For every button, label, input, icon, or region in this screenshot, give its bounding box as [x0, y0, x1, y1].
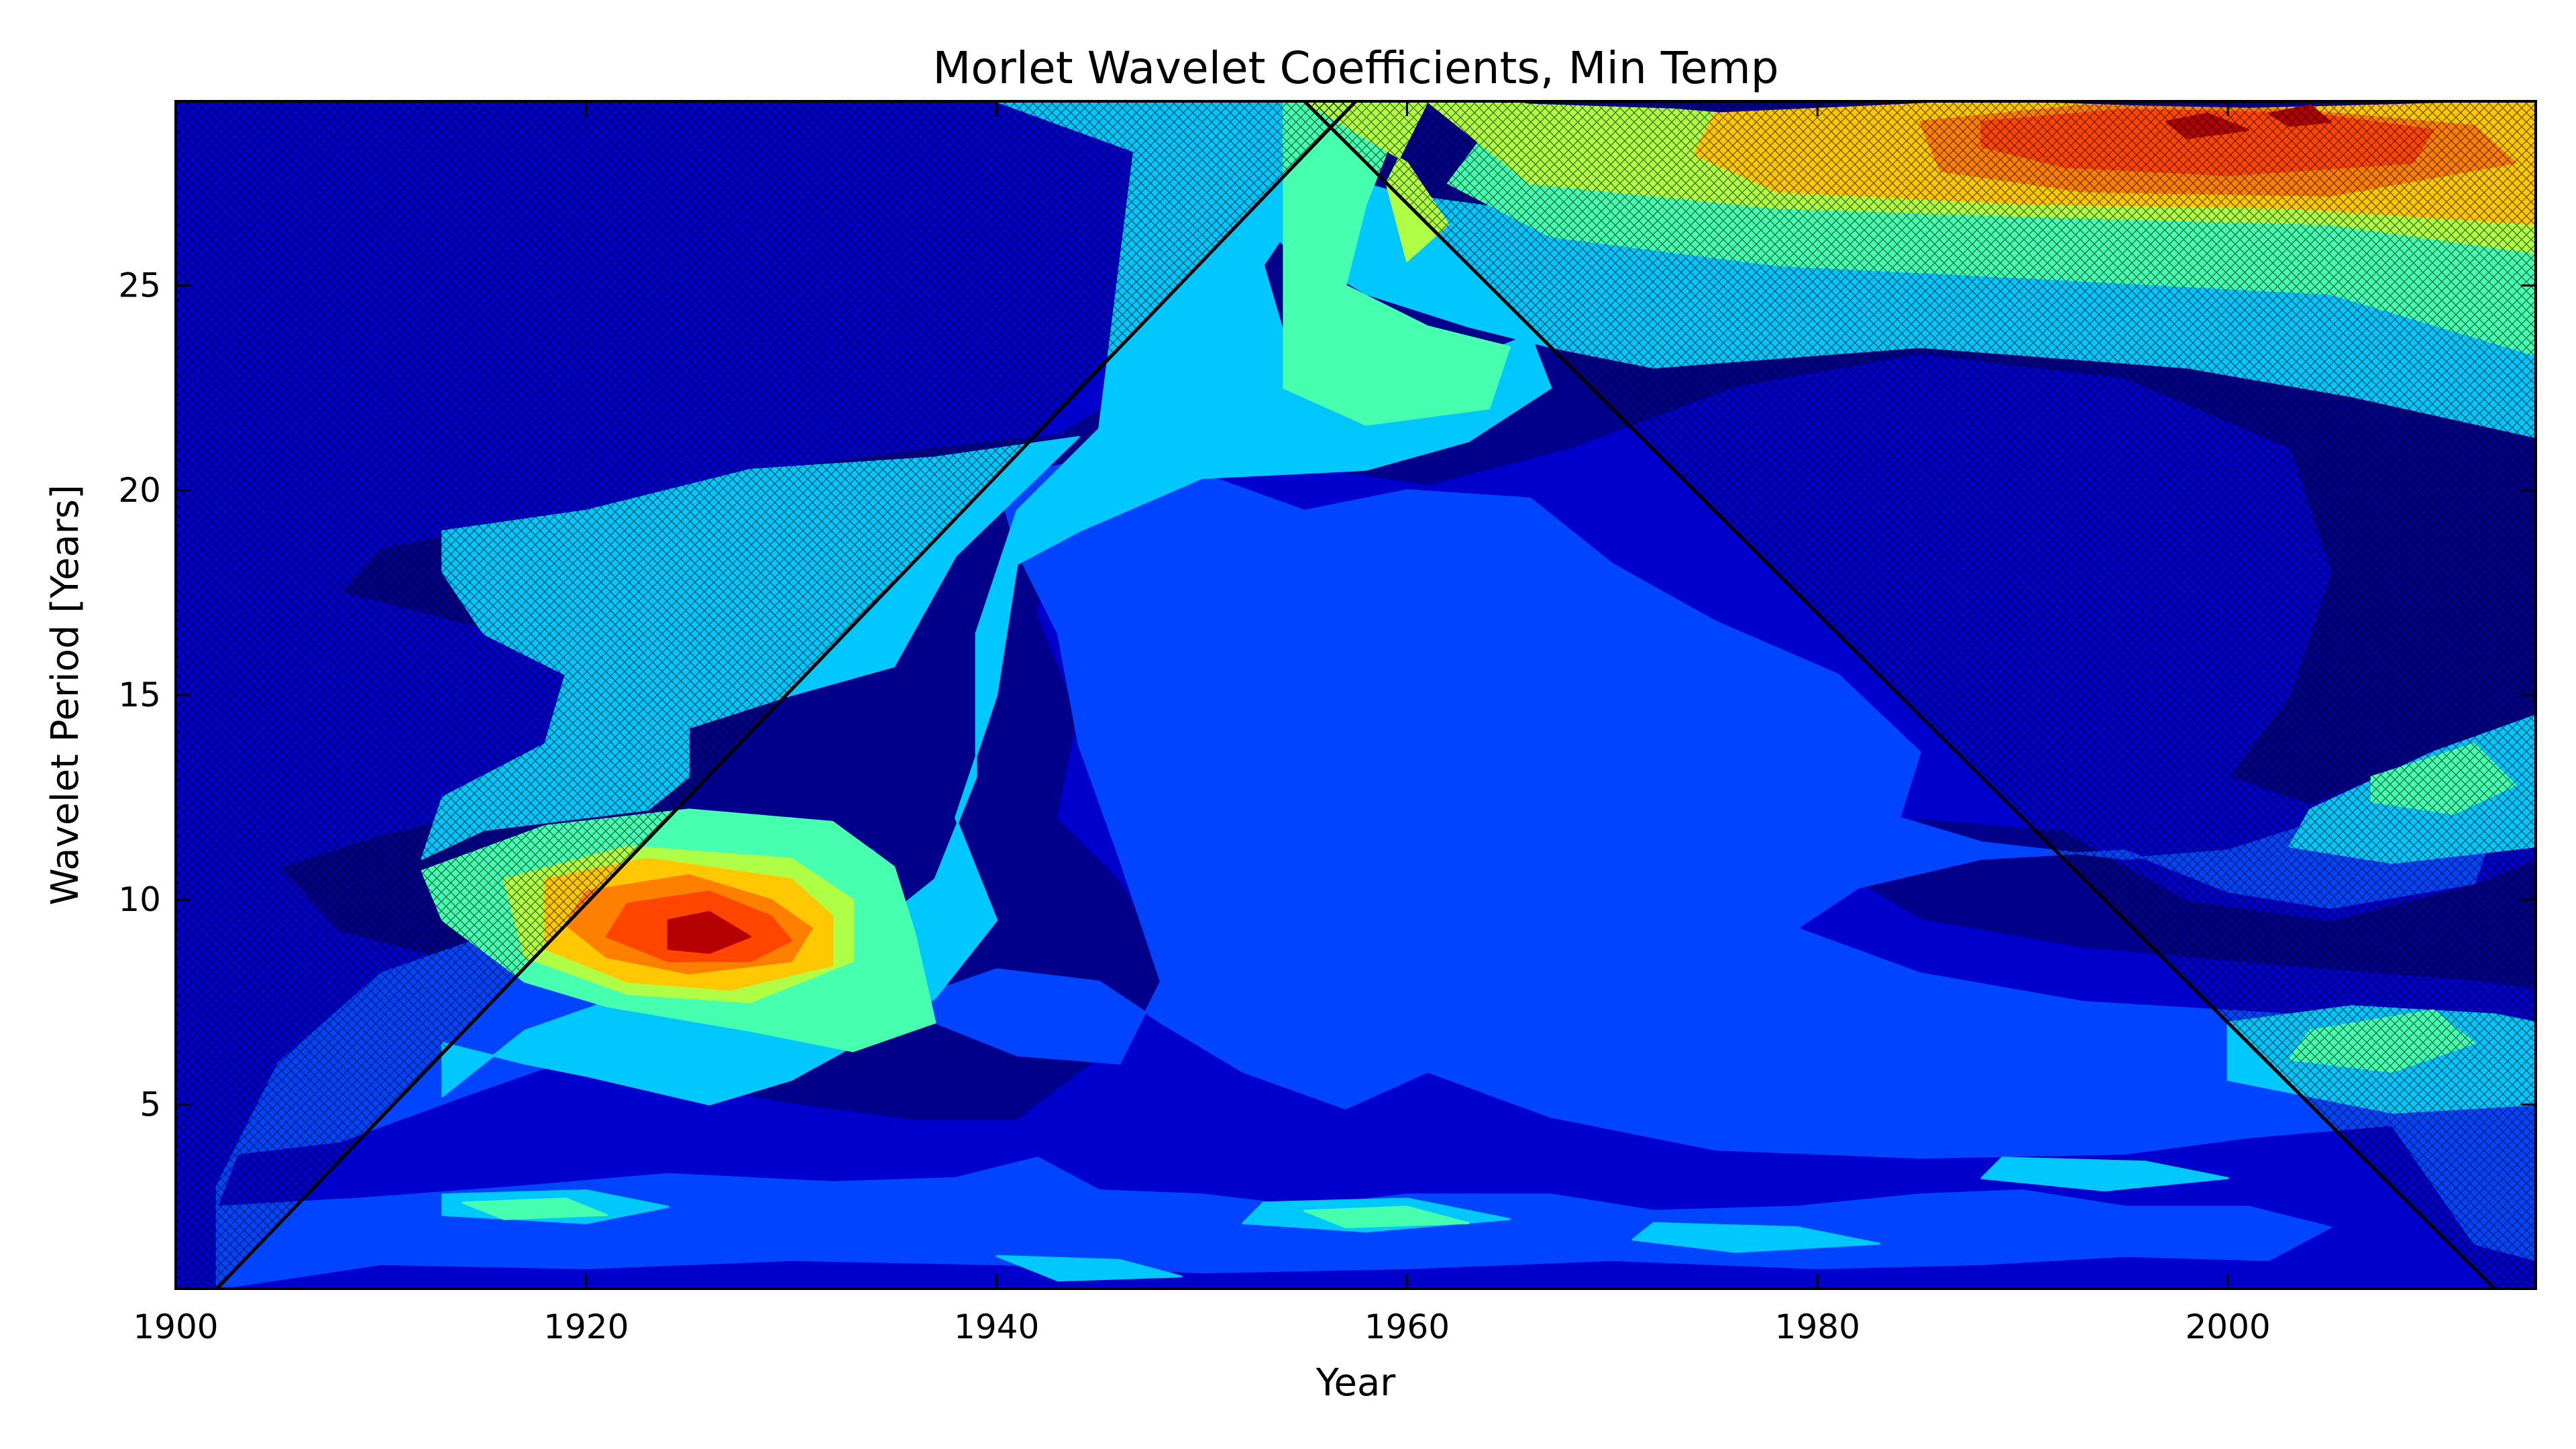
contour-region-level-9-34 — [667, 911, 752, 954]
cone-of-influence — [176, 101, 2536, 1289]
x-axis-label: Year — [1316, 1361, 1397, 1405]
contour-region-level-3-16 — [1980, 1157, 2229, 1191]
x-tick-label-2000: 2000 — [2186, 1307, 2271, 1346]
coi-line-left — [215, 101, 1357, 1289]
contour-region-level-3-15 — [1631, 1222, 1880, 1253]
y-tick-label-5: 5 — [140, 1085, 161, 1124]
x-tick-label-1940: 1940 — [954, 1307, 1039, 1346]
x-tick-label-1960: 1960 — [1364, 1307, 1450, 1346]
contour-region-level-4-23 — [462, 1197, 608, 1220]
contour-region-level-4-24 — [1303, 1205, 1470, 1228]
x-tick-label-1900: 1900 — [133, 1307, 218, 1346]
y-tick-label-25: 25 — [118, 266, 161, 305]
chart-title: Morlet Wavelet Coefficients, Min Temp — [932, 42, 1778, 94]
y-tick-label-15: 15 — [118, 676, 161, 714]
axis-ticks: 1900 1920 1940 1960 1980 2000 5 10 15 20 25 — [118, 101, 2536, 1346]
coi-hatch-right — [1304, 101, 2536, 1289]
x-tick-label-1920: 1920 — [543, 1307, 629, 1346]
y-axis-label: Wavelet Period [Years] — [44, 484, 87, 905]
y-tick-label-20: 20 — [118, 471, 161, 510]
x-tick-label-1980: 1980 — [1775, 1307, 1860, 1346]
coi-line-right — [1303, 101, 2496, 1289]
y-tick-label-10: 10 — [118, 880, 161, 919]
contour-region-level-3-17 — [996, 1254, 1183, 1282]
coi-hatch-left — [176, 101, 1356, 1289]
